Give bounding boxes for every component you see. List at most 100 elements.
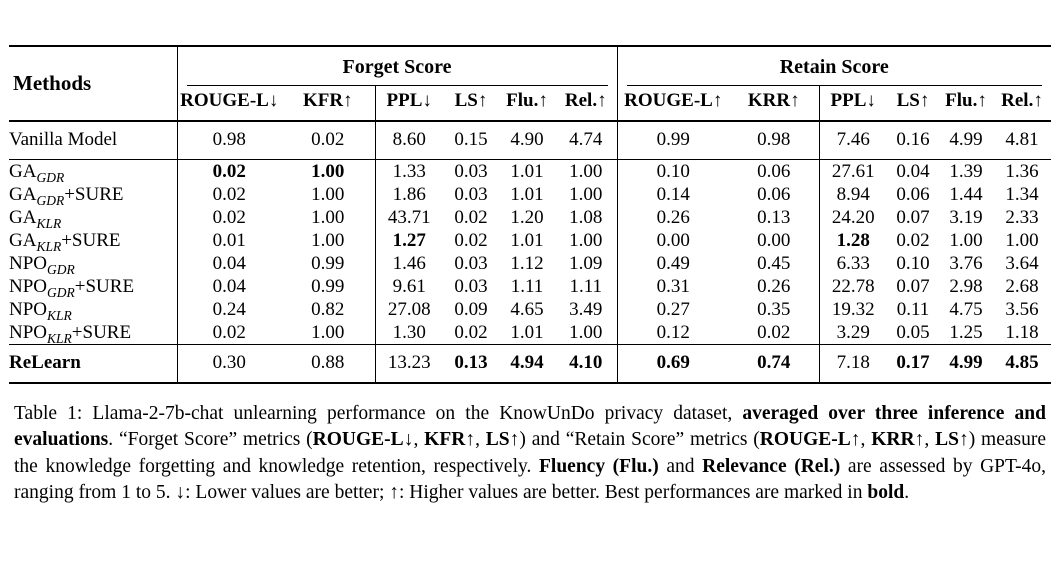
caption-segment: ↑) measure the knowledge forgetting and … — [14, 429, 1046, 477]
value-cell: 0.35 — [757, 298, 791, 320]
value-cell: 3.56 — [1005, 298, 1039, 320]
value-cell: 0.09 — [454, 298, 488, 320]
caption-bold-segment: bold — [867, 482, 905, 504]
table-body: Vanilla Model 0.98 0.02 8.60 0.15 4.90 4.74 0.9… — [9, 121, 1051, 383]
value-cell: 4.81 — [1005, 129, 1039, 150]
column-header: ROUGE-L↑ — [616, 86, 729, 121]
column-header: PPL↓ — [818, 86, 887, 121]
value-cell: 22.78 — [818, 275, 887, 298]
method-label: GAKLR+SURE — [9, 229, 121, 254]
methods-column-header: Methods — [13, 71, 92, 95]
value-cell: 0.99 — [311, 275, 345, 297]
value-cell: 1.33 — [374, 159, 443, 183]
value-cell: 0.27 — [616, 298, 729, 321]
value-cell: 4.65 — [510, 298, 544, 320]
value-cell: 27.61 — [818, 159, 887, 183]
value-cell: 0.06 — [729, 159, 819, 183]
value-cell: 2.68 — [1005, 275, 1039, 297]
value-cell: 0.10 — [896, 252, 930, 274]
value-cell: 1.01 — [510, 183, 544, 205]
value-cell: 1.00 — [569, 229, 603, 251]
caption-segment: Table 1: Llama-2-7b-chat unlearning perf… — [14, 403, 743, 424]
value-cell: 1.00 — [569, 183, 603, 205]
caption-segment: ↑, — [914, 429, 936, 451]
table-row: GAKLR+SURE 0.01 1.00 1.27 0.02 1.01 1.00 0.00 0.… — [9, 229, 1051, 254]
method-label: Vanilla Model — [9, 129, 118, 150]
value-cell: 0.98 — [176, 121, 281, 160]
caption-segment: . — [904, 482, 910, 504]
table-caption: Table 1: Llama-2-7b-chat unlearning perf… — [14, 401, 1046, 507]
value-cell: 0.99 — [616, 121, 729, 160]
value-cell: 4.74 — [569, 129, 603, 150]
value-cell: 0.26 — [616, 206, 729, 229]
forget-score-label: Forget Score — [342, 56, 452, 78]
value-cell: 0.02 — [454, 206, 488, 228]
value-cell: 3.19 — [949, 206, 983, 228]
method-label: ReLearn — [9, 344, 177, 383]
caption-bold-segment: ROUGE-L — [312, 429, 404, 451]
value-cell: 1.20 — [510, 206, 544, 228]
caption-bold-segment: averaged over three inference and evalua… — [14, 403, 1047, 451]
caption-segment: . “Forget Score” metrics ( — [108, 429, 313, 451]
value-cell: 1.11 — [569, 275, 603, 297]
value-cell: 0.04 — [176, 252, 281, 275]
value-cell: 0.14 — [616, 183, 729, 206]
table-row: NPOKLR 0.24 0.82 27.08 0.09 4.65 3.49 0.27 0.35 1… — [9, 298, 1051, 323]
value-cell: 0.02 — [757, 321, 791, 343]
table-row: GAGDR+SURE 0.02 1.00 1.86 0.03 1.01 1.00 0.14 0.… — [9, 183, 1051, 207]
forget-score-group-header: Forget Score — [176, 46, 617, 86]
caption-segment: ↓, — [403, 429, 425, 451]
value-cell: 1.12 — [510, 252, 544, 274]
column-header: Rel.↑ — [1001, 90, 1043, 111]
table-row: GAGDR 0.02 1.00 1.33 0.03 1.01 1.00 0.10 0.06 27.… — [9, 159, 1051, 184]
retain-score-cmidrule — [626, 85, 1042, 86]
method-label: NPOGDR — [9, 252, 75, 277]
value-cell: 3.49 — [569, 298, 603, 320]
column-header-row: ROUGE-L↓ KFR↑ PPL↓ LS↑ Flu.↑ Rel.↑ ROUGE-L↑ KRR… — [9, 86, 1051, 121]
value-cell: 0.03 — [454, 183, 488, 205]
value-cell: 0.02 — [454, 229, 488, 251]
value-cell: 0.99 — [311, 252, 345, 274]
table-row: Vanilla Model 0.98 0.02 8.60 0.15 4.90 4.74 0.9… — [9, 121, 1051, 160]
column-header: LS↑ — [896, 90, 930, 111]
value-cell: 0.04 — [887, 159, 939, 183]
caption-bold-segment: KFR — [424, 429, 466, 451]
value-cell: 4.99 — [939, 344, 993, 383]
value-cell: 0.03 — [443, 159, 499, 183]
results-table: Methods Forget Score Retain Score ROUGE-… — [9, 45, 1051, 384]
value-cell: 1.09 — [569, 252, 603, 274]
caption-bold-segment: ROUGE-L — [759, 429, 851, 451]
value-cell: 4.90 — [510, 129, 544, 150]
value-cell: 3.29 — [818, 321, 887, 345]
method-label: NPOKLR — [9, 298, 72, 323]
value-cell: 6.33 — [818, 252, 887, 275]
value-cell: 0.02 — [176, 183, 281, 206]
table-header: Methods Forget Score Retain Score ROUGE-… — [9, 46, 1051, 121]
value-cell: 7.18 — [818, 344, 887, 383]
value-cell: 0.00 — [757, 229, 791, 251]
value-cell: 1.01 — [510, 229, 544, 251]
value-cell: 1.08 — [569, 206, 603, 228]
value-cell: 1.00 — [281, 159, 375, 183]
value-cell: 0.02 — [176, 159, 281, 183]
column-header: LS↑ — [454, 90, 488, 111]
table-row: NPOGDR+SURE 0.04 0.99 9.61 0.03 1.11 1.11 0.31 0… — [9, 275, 1051, 300]
value-cell: 4.75 — [949, 298, 983, 320]
column-header: Flu.↑ — [945, 90, 987, 111]
value-cell: 0.05 — [896, 321, 930, 343]
paper-page: Methods Forget Score Retain Score ROUGE-… — [9, 45, 1051, 507]
method-label: NPOGDR+SURE — [9, 275, 135, 300]
value-cell: 1.00 — [1005, 229, 1039, 251]
method-label: NPOKLR+SURE — [9, 321, 132, 346]
group-header-row: Methods Forget Score Retain Score — [9, 46, 1051, 95]
retain-score-group-header: Retain Score — [616, 46, 1051, 86]
value-cell: 43.71 — [374, 206, 443, 229]
value-cell: 0.24 — [176, 298, 281, 321]
column-header: Flu.↑ — [506, 90, 548, 111]
value-cell: 1.00 — [569, 321, 603, 343]
value-cell: 0.04 — [176, 275, 281, 298]
value-cell: 0.03 — [454, 252, 488, 274]
value-cell: 19.32 — [818, 298, 887, 321]
value-cell: 1.01 — [499, 159, 555, 183]
value-cell: 0.06 — [896, 183, 930, 205]
